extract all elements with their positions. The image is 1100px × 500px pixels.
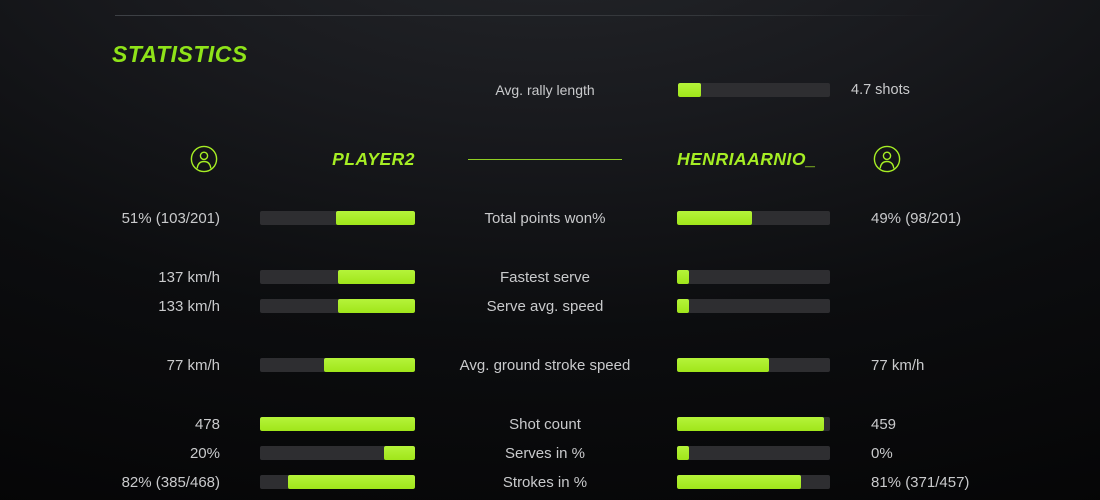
left-bar-fill [287,475,415,489]
right-value: 81% (371/457) [871,473,970,491]
left-bar-fill [337,299,415,313]
stat-row: 20% Serves in % 0% [0,439,1100,468]
stat-label: Shot count [509,415,581,433]
left-bar [260,475,415,489]
left-bar [260,417,415,431]
players-header: PLAYER2 HENRIAARNIO_ [0,145,1100,173]
rally-bar-fill [678,83,701,97]
right-bar-fill [677,446,690,460]
left-bar [260,358,415,372]
left-bar [260,270,415,284]
stat-row: 51% (103/201) Total points won% 49% (98/… [0,204,1100,233]
rally-row: Avg. rally length 4.7 shots [0,76,1100,104]
right-bar [677,211,830,225]
right-bar [677,417,830,431]
right-bar-fill [677,299,690,313]
left-bar-fill [323,358,415,372]
right-bar [677,358,830,372]
right-bar-fill [677,358,769,372]
stat-label: Strokes in % [502,473,588,491]
left-bar-fill [260,417,415,431]
right-bar [677,299,830,313]
stat-label: Fastest serve [499,268,591,286]
stat-row: 137 km/h Fastest serve [0,263,1100,292]
left-bar-fill [337,270,415,284]
left-bar-fill [384,446,415,460]
stat-row: 77 km/h Avg. ground stroke speed 77 km/h [0,351,1100,380]
left-value: 51% (103/201) [121,209,220,227]
player-right-name: HENRIAARNIO_ [677,149,817,169]
right-bar [677,475,830,489]
left-value: 478 [194,415,220,433]
left-value: 77 km/h [166,356,220,374]
right-value: 0% [871,444,893,462]
stat-label: Serve avg. speed [486,297,604,315]
stat-label: Serves in % [504,444,586,462]
stat-label: Total points won% [484,209,606,227]
left-value: 82% (385/468) [121,473,220,491]
left-bar [260,211,415,225]
player-left-name: PLAYER2 [332,149,415,169]
rally-bar [678,83,830,97]
right-bar-fill [677,475,801,489]
players-divider [468,159,622,160]
stat-row: 478 Shot count 459 [0,410,1100,439]
right-value: 77 km/h [871,356,925,374]
right-bar-fill [677,211,752,225]
right-bar [677,446,830,460]
user-icon [190,145,218,173]
left-bar-fill [335,211,415,225]
page-title: STATISTICS [112,41,248,67]
right-bar-fill [677,417,824,431]
rally-label: Avg. rally length [495,82,595,98]
left-bar [260,299,415,313]
left-bar [260,446,415,460]
user-icon [873,145,901,173]
left-value: 133 km/h [158,297,220,315]
top-divider [115,15,945,16]
left-value: 20% [189,444,220,462]
stat-row: 133 km/h Serve avg. speed [0,292,1100,321]
right-bar-fill [677,270,690,284]
right-value: 459 [871,415,897,433]
stat-row: 82% (385/468) Strokes in % 81% (371/457) [0,468,1100,497]
rally-value: 4.7 shots [851,82,910,98]
stat-label: Avg. ground stroke speed [459,356,631,374]
right-value: 49% (98/201) [871,209,962,227]
left-value: 137 km/h [158,268,220,286]
right-bar [677,270,830,284]
